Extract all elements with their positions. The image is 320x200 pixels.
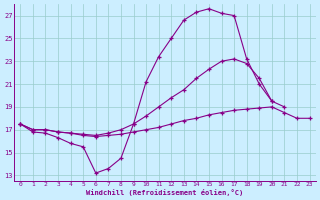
X-axis label: Windchill (Refroidissement éolien,°C): Windchill (Refroidissement éolien,°C) [86,189,244,196]
